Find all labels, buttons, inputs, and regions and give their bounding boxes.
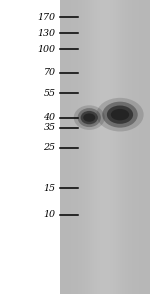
- Text: 55: 55: [44, 89, 56, 98]
- Ellipse shape: [107, 106, 133, 124]
- Ellipse shape: [74, 105, 105, 130]
- Text: 25: 25: [44, 143, 56, 152]
- Text: 130: 130: [38, 29, 56, 38]
- Ellipse shape: [78, 108, 101, 127]
- Bar: [0, 0, 60, 294]
- Ellipse shape: [83, 113, 95, 122]
- Ellipse shape: [102, 102, 138, 128]
- Text: 70: 70: [44, 69, 56, 77]
- Text: 100: 100: [38, 45, 56, 54]
- Ellipse shape: [111, 109, 129, 121]
- Ellipse shape: [96, 98, 144, 131]
- Text: 40: 40: [44, 113, 56, 122]
- Text: 10: 10: [44, 210, 56, 219]
- Ellipse shape: [81, 111, 98, 124]
- Text: 35: 35: [44, 123, 56, 132]
- Text: 15: 15: [44, 184, 56, 193]
- Text: 170: 170: [38, 13, 56, 21]
